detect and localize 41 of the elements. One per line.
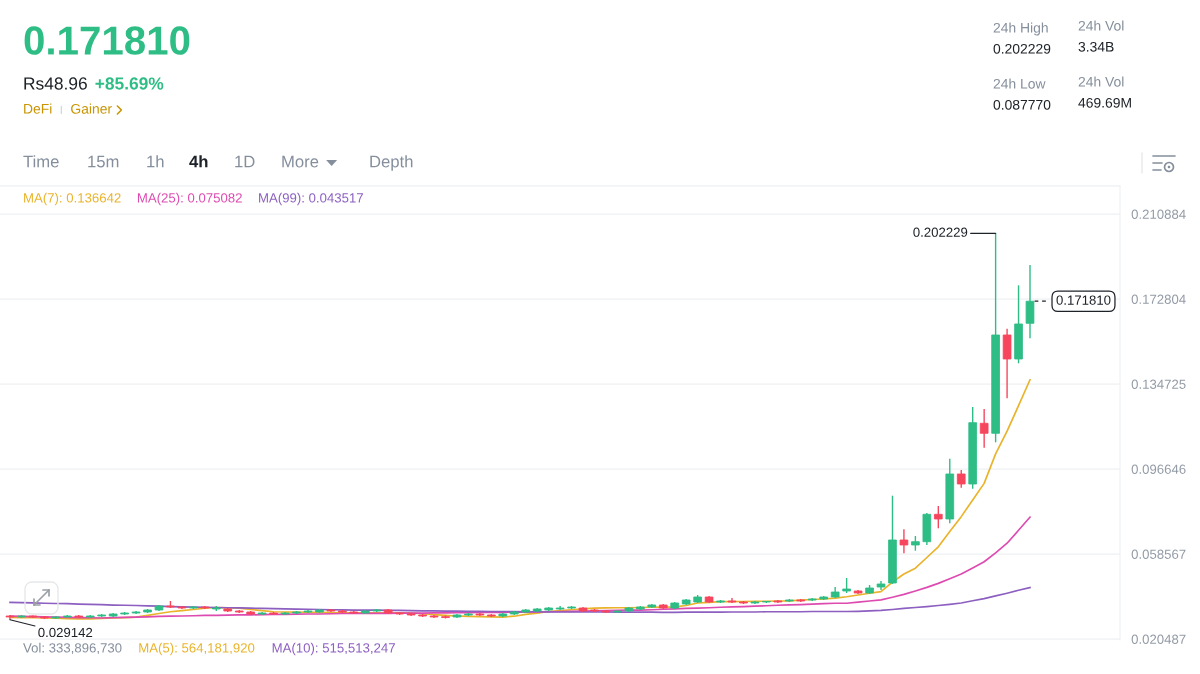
text: 24h High xyxy=(993,22,1048,36)
annotation: 0.029142 xyxy=(38,627,93,638)
candlestick xyxy=(1002,328,1012,399)
text: Vol: 333,896,730 xyxy=(23,642,122,655)
text: MA(7): 0.136642 xyxy=(24,192,121,206)
text: MA(25): 0.075082 xyxy=(137,192,242,206)
line-series xyxy=(9,586,1031,614)
text: +85.69% xyxy=(95,77,164,90)
annotation: 0.202229 xyxy=(913,227,968,237)
y-tick-label: 0.096646 xyxy=(1131,464,1186,474)
candlestick xyxy=(979,408,989,449)
y-tick-label: 0.134725 xyxy=(1131,379,1186,389)
text: Depth xyxy=(370,155,413,171)
text: 15m xyxy=(88,155,119,168)
text: 24h Low xyxy=(993,78,1046,89)
text: More xyxy=(282,155,319,168)
y-tick-label: 0.172804 xyxy=(1131,294,1186,304)
y-tick-label: 0.210884 xyxy=(1131,209,1186,219)
text: Time xyxy=(23,155,59,168)
ref-line-label: 0.171810 xyxy=(1056,295,1111,305)
text: MA(5): 564,181,920 xyxy=(139,642,255,656)
candlestick xyxy=(934,505,943,529)
text: 24h Vol xyxy=(1078,76,1124,87)
text: Rs48.96 xyxy=(24,77,87,90)
text: 4h xyxy=(189,155,208,168)
y-tick-label: 0.058567 xyxy=(1131,549,1186,559)
text: 469.69M xyxy=(1078,97,1131,108)
y-tick-label: 0.020487 xyxy=(1131,634,1186,644)
text: 1h xyxy=(147,155,164,168)
text: 0.202229 xyxy=(993,43,1051,54)
text: DeFi xyxy=(24,103,52,114)
text: MA(10): 515,513,247 xyxy=(272,642,395,656)
text: Gainer xyxy=(71,103,112,114)
chart-title: 0.171810 xyxy=(24,26,190,55)
candlestick xyxy=(899,528,909,554)
text: 0.087770 xyxy=(993,99,1051,110)
text: 3.34B xyxy=(1078,41,1114,52)
text: MA(99): 0.043517 xyxy=(259,192,363,206)
candlestick xyxy=(1025,264,1035,339)
text: 1D xyxy=(235,155,255,168)
text: 24h Vol xyxy=(1078,20,1124,31)
